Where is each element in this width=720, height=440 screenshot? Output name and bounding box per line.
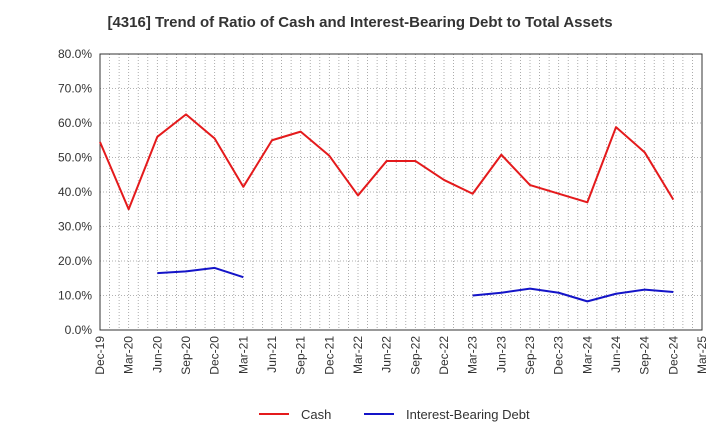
y-tick-label: 80.0%	[58, 47, 92, 61]
y-tick-label: 60.0%	[58, 116, 92, 130]
x-tick-label: Jun-22	[380, 336, 394, 373]
y-tick-label: 70.0%	[58, 82, 92, 96]
y-tick-label: 40.0%	[58, 185, 92, 199]
legend-label: Interest-Bearing Debt	[406, 407, 530, 422]
x-tick-label: Mar-25	[695, 336, 709, 374]
x-tick-label: Mar-22	[351, 336, 365, 374]
y-tick-label: 20.0%	[58, 254, 92, 268]
x-tick-label: Mar-21	[236, 336, 250, 374]
series-line-cash	[99, 113, 675, 211]
x-tick-label: Jun-20	[150, 336, 164, 373]
y-tick-label: 10.0%	[58, 289, 92, 303]
x-tick-label: Dec-22	[437, 336, 451, 375]
x-tick-label: Sep-23	[523, 336, 537, 375]
x-tick-label: Sep-21	[294, 336, 308, 375]
y-tick-label: 50.0%	[58, 151, 92, 165]
x-tick-label: Mar-23	[466, 336, 480, 374]
x-tick-label: Sep-24	[638, 336, 652, 375]
x-tick-label: Jun-21	[265, 336, 279, 373]
x-tick-label: Jun-24	[609, 336, 623, 373]
y-tick-label: 0.0%	[65, 323, 93, 337]
x-tick-label: Jun-23	[494, 336, 508, 373]
x-tick-label: Dec-23	[552, 336, 566, 375]
x-tick-label: Dec-20	[208, 336, 222, 375]
x-tick-label: Sep-22	[408, 336, 422, 375]
x-tick-label: Sep-20	[179, 336, 193, 375]
x-tick-label: Dec-21	[322, 336, 336, 375]
x-tick-label: Dec-19	[93, 336, 107, 375]
y-tick-label: 30.0%	[58, 220, 92, 234]
x-tick-label: Dec-24	[666, 336, 680, 375]
plot-border	[99, 53, 703, 331]
x-tick-label: Mar-24	[580, 336, 594, 374]
x-tick-label: Mar-20	[122, 336, 136, 374]
series-line-interest-bearing-debt	[472, 287, 674, 303]
legend-label: Cash	[301, 407, 331, 422]
chart-title: [4316] Trend of Ratio of Cash and Intere…	[107, 14, 613, 31]
series-line-interest-bearing-debt	[157, 266, 244, 279]
